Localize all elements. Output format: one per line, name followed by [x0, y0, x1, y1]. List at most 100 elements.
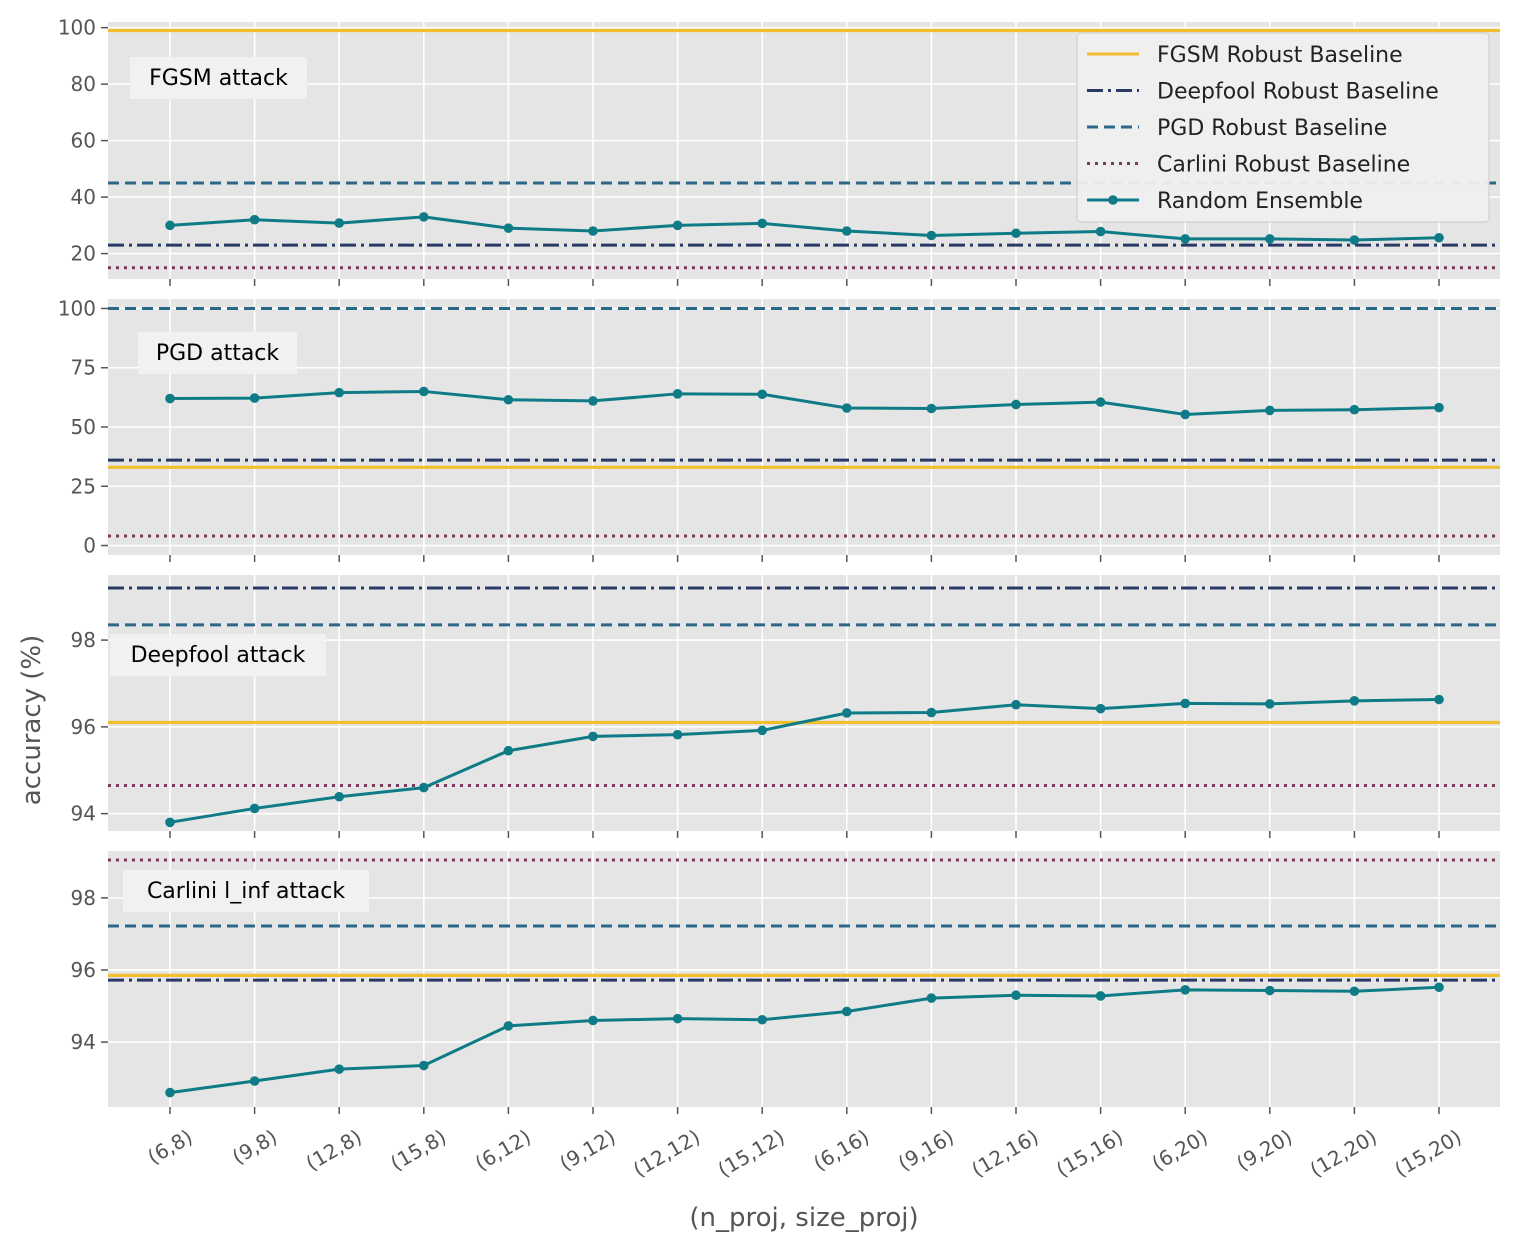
random-ensemble-point	[926, 403, 937, 414]
random-ensemble-point	[1011, 228, 1021, 239]
random-ensemble-point	[672, 729, 683, 740]
random-ensemble-point	[419, 1060, 429, 1071]
legend-marker	[1108, 195, 1118, 205]
legend-label: FGSM Robust Baseline	[1157, 43, 1403, 68]
random-ensemble-point	[1434, 402, 1444, 413]
random-ensemble-point	[757, 1014, 767, 1025]
x-tick-label: (15,16)	[1052, 1125, 1127, 1182]
x-tick-label: (6,20)	[1148, 1125, 1212, 1176]
x-tick-label: (6,12)	[471, 1125, 535, 1176]
x-tick-label: (12,16)	[967, 1125, 1042, 1182]
legend-label: PGD Robust Baseline	[1157, 116, 1387, 141]
random-ensemble-point	[249, 393, 260, 403]
y-tick-label: 0	[83, 534, 96, 558]
random-ensemble-line	[169, 698, 1440, 824]
random-ensemble-point	[1180, 234, 1190, 244]
legend-box	[1076, 32, 1490, 223]
random-ensemble-point	[1180, 698, 1190, 709]
x-tick-label: (6,16)	[809, 1125, 873, 1176]
panel-title-box	[123, 870, 369, 912]
y-tick-label: 25	[71, 474, 96, 498]
random-ensemble-point	[926, 707, 937, 718]
panel-title-box	[130, 57, 307, 99]
random-ensemble-point	[165, 393, 175, 404]
x-tick-label: (9,20)	[1232, 1125, 1296, 1176]
y-tick-label: 100	[58, 296, 96, 320]
random-ensemble-point	[926, 993, 937, 1003]
random-ensemble-point	[1265, 699, 1275, 709]
y-tick-label: 96	[71, 715, 96, 739]
y-tick-label: 98	[71, 886, 96, 910]
y-tick-label: 94	[71, 1030, 96, 1054]
random-ensemble-point	[588, 1015, 598, 1026]
random-ensemble-point	[842, 226, 852, 236]
random-ensemble-point	[419, 212, 429, 222]
random-ensemble-point	[165, 817, 175, 828]
panel-title-box	[138, 332, 297, 374]
random-ensemble-point	[1349, 404, 1360, 415]
y-tick-label: 80	[71, 72, 96, 96]
random-ensemble-point	[1265, 234, 1275, 244]
random-ensemble-point	[249, 1076, 260, 1086]
x-tick-label: (6,8)	[143, 1125, 196, 1169]
x-axis-title: (n_proj, size_proj)	[689, 1203, 918, 1233]
random-ensemble-point	[1011, 990, 1021, 1001]
random-ensemble-line	[169, 389, 1440, 416]
random-ensemble-point	[165, 1087, 175, 1098]
legend-label: Carlini Robust Baseline	[1157, 153, 1410, 178]
random-ensemble-point	[842, 708, 852, 718]
x-tick-label: (9,12)	[555, 1125, 619, 1176]
random-ensemble-point	[1011, 399, 1021, 410]
y-axis-title: accuracy (%)	[17, 635, 47, 806]
random-ensemble-point	[419, 782, 429, 793]
random-ensemble-point	[588, 396, 598, 406]
random-ensemble-point	[503, 223, 514, 233]
random-ensemble-point	[249, 803, 260, 814]
x-tick-label: (15,8)	[386, 1125, 450, 1176]
random-ensemble-point	[588, 226, 598, 236]
random-ensemble-point	[1180, 985, 1190, 995]
random-ensemble-line	[169, 215, 1440, 242]
random-ensemble-point	[672, 220, 683, 231]
x-tick-label: (12,8)	[302, 1125, 366, 1176]
random-ensemble-point	[1095, 397, 1106, 407]
random-ensemble-point	[672, 1013, 683, 1024]
legend: FGSM Robust Baseline Deepfool Robust Base…	[1076, 32, 1490, 223]
random-ensemble-point	[1095, 226, 1106, 237]
y-tick-label: 20	[71, 242, 96, 266]
random-ensemble-point	[334, 791, 345, 802]
panel-title: Deepfool attack	[131, 643, 306, 668]
random-ensemble-point	[672, 389, 683, 399]
panel-4: 94 96 98 Carlini l_inf attack	[71, 851, 1500, 1114]
panel-2: 0 25 50 75 100 PGD attack	[58, 296, 1500, 562]
y-tick-label: 50	[71, 415, 96, 439]
random-ensemble-point	[757, 725, 767, 736]
random-ensemble-point	[1434, 232, 1444, 243]
y-tick-label: 96	[71, 958, 96, 982]
random-ensemble-point	[503, 1021, 514, 1031]
random-ensemble-point	[419, 386, 429, 397]
chart-panels: 20 40 60 80 100 FGSM attack 0 25 50 75 100 PGD atta…	[58, 16, 1500, 1114]
random-ensemble-point	[1434, 694, 1444, 705]
random-ensemble-point	[503, 745, 514, 756]
random-ensemble-point	[588, 731, 598, 742]
panel-3: 94 96 98 Deepfool attack	[71, 575, 1500, 838]
x-tick-label: (12,12)	[629, 1125, 704, 1182]
random-ensemble-point	[334, 218, 345, 228]
x-tick-label: (12,20)	[1306, 1125, 1381, 1182]
random-ensemble-point	[334, 387, 345, 398]
random-ensemble-point	[1349, 696, 1360, 706]
random-ensemble-point	[842, 1006, 852, 1017]
y-tick-label: 100	[58, 16, 96, 40]
random-ensemble-point	[1349, 235, 1360, 245]
x-tick-label: (15,20)	[1390, 1125, 1465, 1182]
x-tick-label: (15,12)	[714, 1125, 789, 1182]
random-ensemble-point	[757, 389, 767, 400]
random-ensemble-point	[1265, 405, 1275, 416]
random-ensemble-point	[249, 214, 260, 225]
panel-title-box	[110, 634, 326, 676]
random-ensemble-point	[165, 220, 175, 231]
random-ensemble-point	[1180, 409, 1190, 420]
random-ensemble-point	[1011, 699, 1021, 710]
